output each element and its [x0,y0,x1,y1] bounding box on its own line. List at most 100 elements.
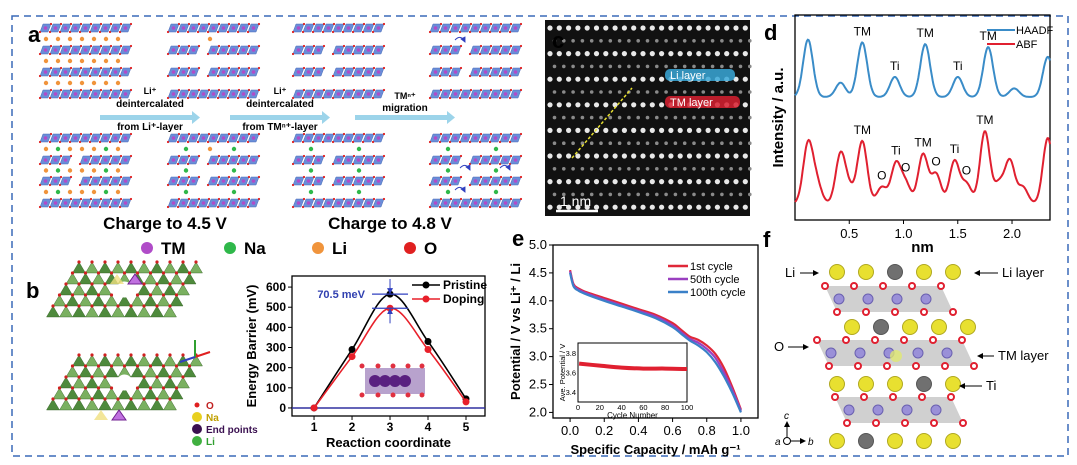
tm-atom [83,158,88,162]
o-atom [68,96,72,100]
o-atom [59,175,63,179]
o-atom [58,162,62,166]
o-atom [155,304,159,308]
tm-atom [433,26,438,30]
tm-atom [83,26,88,30]
o-atom [257,66,261,70]
o-atom [236,140,240,144]
o-atom [217,66,221,70]
tm-atom [53,201,58,205]
o-atom [479,88,483,92]
atom-column [580,167,585,171]
o-atom [168,375,172,379]
o-atom [226,140,230,144]
o-atom [118,183,122,187]
o-atom [51,304,55,308]
o-atom [206,52,210,56]
o-atom [187,364,192,368]
atom-column [692,192,696,197]
o-atom [889,393,897,401]
li-atom [55,58,61,64]
octahedron [143,365,158,378]
o-atom [372,44,376,48]
o-atom [332,22,336,26]
tm-atom [43,179,48,183]
tm-atom [336,92,341,96]
plot-frame [291,275,486,417]
li-atom [960,319,976,335]
peak-label: Ti [953,59,963,73]
o-atom [217,154,221,158]
o-atom [519,197,523,201]
o-atom [48,96,52,100]
o-atom [498,52,502,56]
tm-atom [306,70,311,74]
tm-atom [93,158,98,162]
tm-atom [463,26,468,30]
o-atom [246,162,250,166]
octahedron [143,272,158,285]
step-label-3: from TMⁿ⁺-layer [242,122,317,133]
o-atom [197,197,201,201]
o-atom [48,74,52,78]
inset-x-tick-label: 60 [639,403,647,412]
o-atom [508,96,512,100]
tm-atom [443,70,448,74]
octahedron [169,365,184,378]
tm-atom [473,136,478,140]
tm-atom [241,70,246,74]
tm-atom [251,158,256,162]
atom-column [636,192,640,197]
data-point-doping [310,404,318,412]
atom-column [621,127,628,133]
tm-atom [73,201,78,205]
tm-atom [483,136,488,140]
o-atom [449,175,453,179]
o-atom [332,197,336,201]
inset-x-tick-label: 80 [661,403,669,412]
atom-column [692,115,696,120]
o-atom [498,183,502,187]
tm-atom [483,201,488,205]
o-atom [489,22,493,26]
o-atom [216,74,220,78]
o-atom [216,205,220,209]
atom-column [608,39,613,43]
y-tick-label: 3.5 [529,321,547,336]
o-atom [302,88,306,92]
o-atom [361,30,365,34]
atom-column [566,102,572,108]
atom-column [720,90,724,94]
tm-atom [833,293,845,305]
o-atom [959,419,967,427]
atom-column [640,204,646,210]
octahedron [98,354,112,367]
a-axis-icon [783,437,791,445]
inset-y-label: Ave. Potential / V [558,344,567,401]
atom-column [696,25,702,31]
o-atom [362,175,366,179]
migration-arrow [459,164,471,171]
o-atom [341,183,345,187]
o-atom [69,22,73,26]
o-atom [83,364,88,368]
atom-column [645,39,650,43]
o-atom [108,96,112,100]
migration-arrow [499,164,511,171]
atom-column [627,141,631,145]
atom-column [617,64,622,69]
o-atom [459,22,463,26]
tm-atom [63,158,68,162]
o-atom [119,88,123,92]
atom-column [659,204,665,210]
ti-label: Ti [986,378,996,393]
atom-column [677,153,683,159]
tm-atom [63,26,68,30]
o-atom [69,44,73,48]
atom-column [571,90,575,94]
octahedron [182,365,197,378]
atom-column [603,25,609,31]
tm-atom [463,136,468,140]
octahedron [156,294,171,307]
o-atom [246,140,250,144]
